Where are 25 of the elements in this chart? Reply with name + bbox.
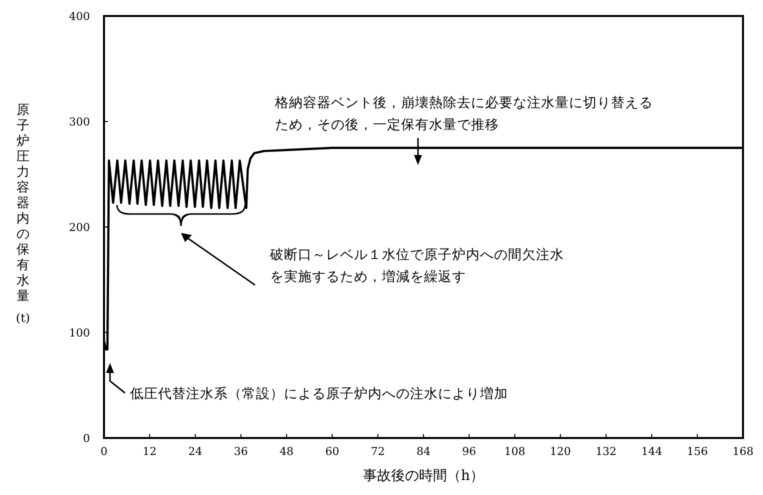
x-tick-label: 156 [686,445,708,458]
x-tick-label: 96 [462,445,476,458]
y-tick-label: 400 [69,10,90,23]
x-tick-label: 24 [188,445,202,458]
y-tick-label: 300 [69,116,90,128]
x-tick-label: 36 [234,445,248,458]
y-tick-label: 200 [69,221,90,234]
x-tick-label: 132 [596,445,617,458]
x-tick-label: 168 [732,445,754,458]
y-tick-label: 100 [69,326,90,340]
x-tick-label: 48 [280,445,294,458]
x-axis-title: 事故後の時間（h） [362,468,484,484]
x-tick-label: 72 [370,445,385,458]
x-tick-label: 108 [504,445,526,458]
annotation: 低圧代替注水系（常設）による原子炉内への注水により増加 [130,385,508,402]
x-tick-label: 84 [416,445,430,458]
annotation: 破断口～レベル１水位で原子炉内への間欠注水を実施するため，増減を繰返す [269,247,564,285]
annotation: 格納容器ベント後，崩壊熱除去に必要な注水量に切り替えるため，その後，一定保有水量で推移 [274,95,653,133]
x-tick-label: 120 [550,445,571,458]
y-tick-label: 0 [83,432,90,445]
text: 原子炉圧力容器内の保有水量 (t) [16,103,30,325]
x-tick-label: 144 [641,445,662,458]
x-tick-label: 0 [100,445,108,458]
x-tick-label: 12 [142,445,157,458]
x-tick-label: 60 [325,445,340,458]
